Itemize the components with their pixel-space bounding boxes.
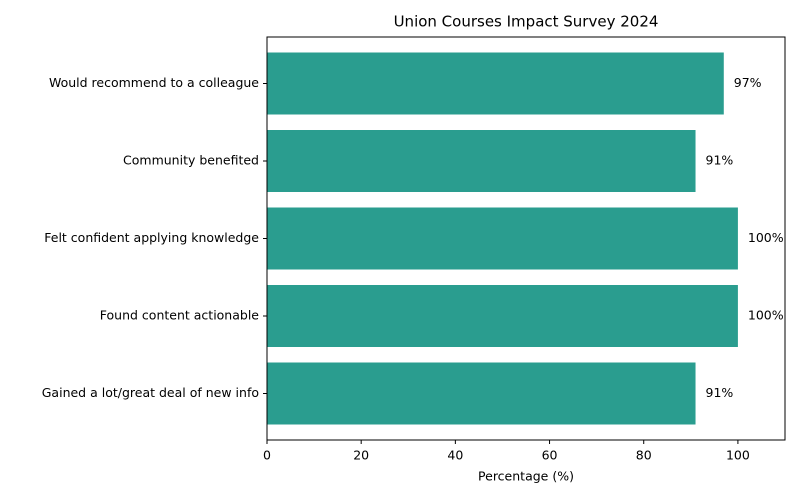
y-tick-label: Felt confident applying knowledge [44,230,259,245]
bar [267,52,724,115]
bar [267,362,696,425]
y-tick-label: Gained a lot/great deal of new info [42,385,259,400]
y-tick-label: Would recommend to a colleague [49,75,259,90]
x-tick-label: 0 [263,448,271,463]
x-tick-label: 80 [636,448,652,463]
y-tick-label: Found content actionable [100,308,260,323]
value-label: 97% [734,75,762,90]
bar [267,207,738,270]
x-tick-label: 20 [353,448,369,463]
chart-title: Union Courses Impact Survey 2024 [394,13,659,31]
x-tick-label: 60 [542,448,558,463]
value-label: 91% [706,153,734,168]
x-tick-label: 40 [447,448,463,463]
y-tick-label: Community benefited [123,153,259,168]
value-label: 100% [748,230,784,245]
x-axis-label: Percentage (%) [478,469,574,484]
x-tick-label: 100 [726,448,750,463]
value-label: 91% [706,385,734,400]
bar [267,285,738,347]
plot-frame [266,36,786,441]
bar [267,130,696,192]
value-label: 100% [748,308,784,323]
